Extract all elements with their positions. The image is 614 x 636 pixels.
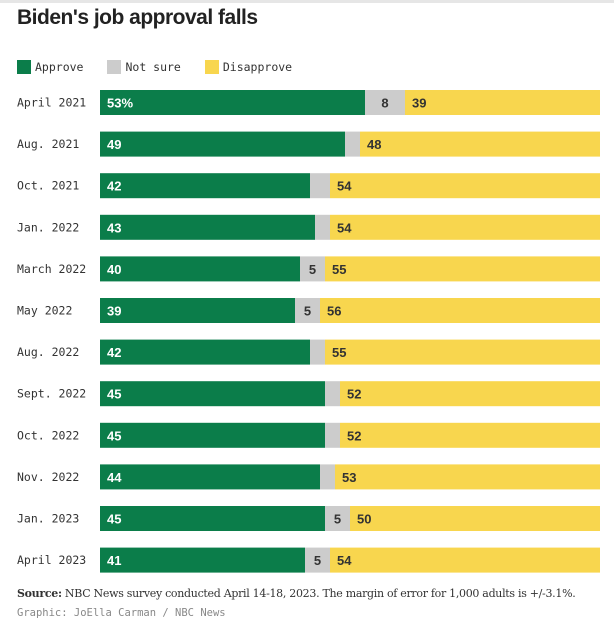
bar-not-sure xyxy=(345,131,360,157)
data-label: 42 xyxy=(107,179,121,194)
bar-approve xyxy=(100,422,325,448)
data-label: 54 xyxy=(337,553,352,568)
category-label: April 2021 xyxy=(17,96,86,110)
data-label: 39 xyxy=(412,96,426,111)
bar-disapprove xyxy=(325,256,600,282)
bar-approve xyxy=(100,547,305,573)
category-label: Oct. 2021 xyxy=(17,179,79,193)
data-label: 45 xyxy=(107,428,121,443)
data-label: 45 xyxy=(107,512,121,527)
data-label: 53% xyxy=(107,96,133,111)
bar-approve xyxy=(100,256,300,282)
category-label: May 2022 xyxy=(17,304,72,318)
data-label: 8 xyxy=(381,96,388,111)
data-label: 53 xyxy=(342,470,356,485)
data-label: 5 xyxy=(304,304,311,319)
data-label: 49 xyxy=(107,137,121,152)
bar-not-sure xyxy=(310,339,325,365)
data-label: 5 xyxy=(309,262,316,277)
source-text: NBC News survey conducted April 14-18, 2… xyxy=(61,587,576,600)
category-label: April 2023 xyxy=(17,553,86,567)
graphic-credit: Graphic: JoElla Carman / NBC News xyxy=(17,607,226,619)
bar-not-sure xyxy=(320,464,335,490)
bar-not-sure xyxy=(325,506,350,531)
bar-approve xyxy=(100,214,315,240)
category-label: Jan. 2023 xyxy=(17,512,79,526)
bar-approve xyxy=(100,381,325,407)
bar-disapprove xyxy=(405,90,600,115)
bar-disapprove xyxy=(350,506,600,531)
data-label: 55 xyxy=(332,262,346,277)
bar-approve xyxy=(100,131,345,157)
bar-not-sure xyxy=(305,547,330,573)
bar-not-sure xyxy=(325,422,340,448)
data-label: 56 xyxy=(327,304,341,319)
data-label: 41 xyxy=(107,553,121,568)
legend-disapprove: Disapprove xyxy=(204,60,293,74)
bar-approve xyxy=(100,90,365,115)
bar-disapprove xyxy=(335,464,600,490)
category-label: Aug. 2021 xyxy=(17,137,79,151)
bar-not-sure xyxy=(300,256,325,282)
bar-approve xyxy=(100,506,325,531)
legend-swatch-approve xyxy=(17,60,31,74)
source-label: Source: xyxy=(17,587,62,600)
data-label: 42 xyxy=(107,345,121,360)
chart-title: Biden's job approval falls xyxy=(17,6,258,29)
bar-approve xyxy=(100,298,295,323)
data-label: 55 xyxy=(332,345,346,360)
bar-disapprove xyxy=(340,422,600,448)
bar-disapprove xyxy=(340,381,600,407)
data-label: 48 xyxy=(367,137,381,152)
data-label: 5 xyxy=(314,553,321,568)
data-label: 52 xyxy=(347,428,361,443)
category-label: March 2022 xyxy=(17,262,86,276)
data-label: 52 xyxy=(347,387,361,402)
category-label: Aug. 2022 xyxy=(17,345,79,359)
bar-not-sure xyxy=(365,90,405,115)
category-label: Oct. 2022 xyxy=(17,428,79,442)
legend-not-sure: Not sure xyxy=(107,60,181,74)
data-label: 43 xyxy=(107,220,121,235)
source-note: Source: NBC News survey conducted April … xyxy=(17,587,576,600)
legend-label: Not sure xyxy=(125,60,181,74)
category-label: Sept. 2022 xyxy=(17,387,86,401)
data-label: 40 xyxy=(107,262,121,277)
bar-disapprove xyxy=(360,131,600,157)
bar-not-sure xyxy=(310,173,330,199)
bar-disapprove xyxy=(330,547,600,573)
legend-label: Approve xyxy=(35,60,84,74)
bar-disapprove xyxy=(320,298,600,323)
bar-chart: April 2021 53% 8 39 Aug. 2021 49 48 Oct. 2021 42… xyxy=(17,90,600,573)
bar-approve xyxy=(100,339,310,365)
data-label: 54 xyxy=(337,179,352,194)
data-label: 5 xyxy=(334,512,341,527)
category-label: Jan. 2022 xyxy=(17,220,79,234)
data-label: 44 xyxy=(107,470,122,485)
legend-label: Disapprove xyxy=(222,60,293,74)
legend-approve: Approve xyxy=(17,60,83,74)
bar-approve xyxy=(100,173,310,199)
bar-disapprove xyxy=(330,173,600,199)
bar-not-sure xyxy=(295,298,320,323)
data-label: 54 xyxy=(337,220,352,235)
data-label: 45 xyxy=(107,387,121,402)
legend-swatch-disapprove xyxy=(204,60,219,74)
data-label: 50 xyxy=(357,512,371,527)
bar-not-sure xyxy=(325,381,340,407)
category-label: Nov. 2022 xyxy=(17,470,79,484)
top-divider xyxy=(0,0,614,3)
bar-disapprove xyxy=(325,339,600,365)
bar-approve xyxy=(100,464,320,490)
data-label: 39 xyxy=(107,304,121,319)
legend-swatch-not-sure xyxy=(107,60,122,74)
legend: Approve Not sure Disapprove xyxy=(17,60,316,74)
bar-not-sure xyxy=(315,214,330,240)
bar-disapprove xyxy=(330,214,600,240)
